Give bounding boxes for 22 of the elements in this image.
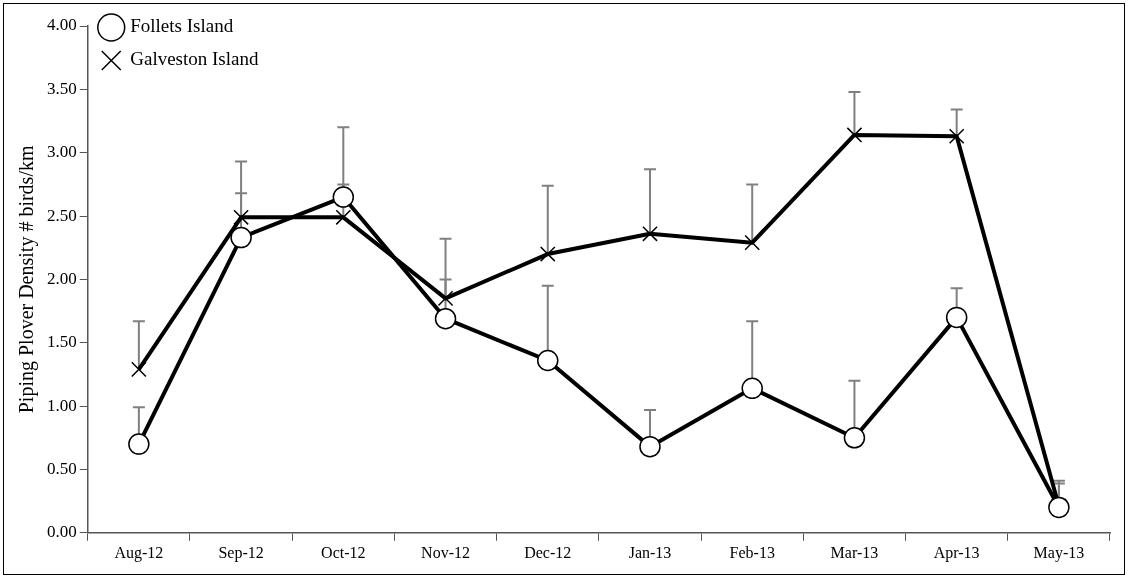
y-tick-label: 2.00 xyxy=(47,268,77,288)
x-tick-label: Oct-12 xyxy=(321,543,366,561)
x-tick-label: Jan-13 xyxy=(628,543,672,561)
x-tick-label: Feb-13 xyxy=(729,543,775,561)
y-axis-title: Piping Plover Density # birds/km xyxy=(15,145,39,414)
x-tick-label: Apr-13 xyxy=(933,543,980,562)
y-tick-label: 1.00 xyxy=(47,395,77,415)
x-tick-label: Sep-12 xyxy=(218,543,264,562)
y-tick-label: 2.50 xyxy=(47,205,77,225)
legend-label: Galveston Island xyxy=(130,48,259,70)
y-tick-label: 3.50 xyxy=(47,78,77,98)
x-tick-label: Nov-12 xyxy=(421,543,470,561)
y-tick-label: 1.50 xyxy=(47,332,77,352)
x-tick-label: May-13 xyxy=(1033,543,1085,562)
y-tick-label: 3.00 xyxy=(47,142,77,162)
x-tick-label: Dec-12 xyxy=(524,543,572,561)
x-tick-label: Mar-13 xyxy=(830,543,879,561)
y-tick-label: 0.00 xyxy=(47,522,77,542)
x-tick-label: Aug-12 xyxy=(114,543,164,562)
y-tick-label: 0.50 xyxy=(47,458,77,478)
y-tick-label: 4.00 xyxy=(47,15,77,35)
legend-label: Follets Island xyxy=(130,15,234,37)
